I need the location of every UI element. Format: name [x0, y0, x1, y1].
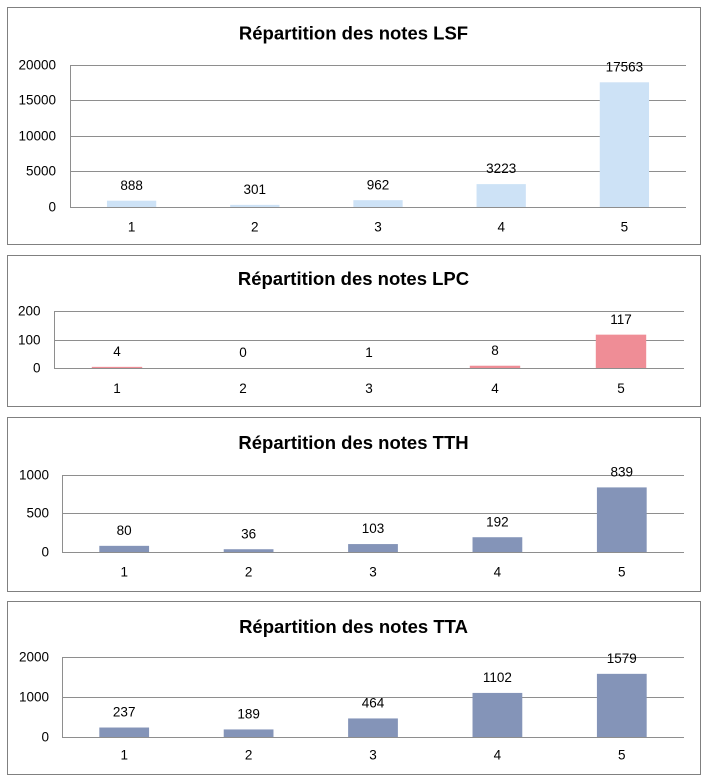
svg-text:80: 80: [117, 523, 132, 538]
svg-text:3: 3: [374, 220, 382, 235]
svg-text:1000: 1000: [19, 468, 49, 483]
svg-text:3: 3: [365, 381, 373, 396]
svg-text:0: 0: [48, 200, 56, 215]
svg-text:Répartition des notes TTH: Répartition des notes TTH: [238, 432, 468, 453]
svg-text:100: 100: [18, 333, 41, 348]
svg-text:2: 2: [251, 220, 259, 235]
svg-text:36: 36: [241, 526, 256, 541]
svg-text:1579: 1579: [607, 651, 637, 666]
svg-text:301: 301: [244, 182, 267, 197]
svg-text:0: 0: [41, 545, 49, 560]
svg-text:117: 117: [610, 312, 632, 327]
svg-text:464: 464: [362, 696, 385, 711]
svg-text:1: 1: [113, 381, 121, 396]
svg-text:500: 500: [26, 506, 49, 521]
svg-text:1: 1: [365, 345, 373, 360]
svg-text:4: 4: [113, 344, 121, 359]
svg-text:4: 4: [494, 748, 502, 763]
svg-text:2000: 2000: [19, 650, 49, 665]
svg-text:1: 1: [120, 748, 128, 763]
svg-text:0: 0: [33, 361, 41, 376]
svg-text:962: 962: [367, 177, 390, 192]
svg-text:237: 237: [113, 705, 136, 720]
svg-text:5: 5: [618, 564, 626, 579]
svg-text:1102: 1102: [483, 670, 512, 685]
svg-text:189: 189: [237, 707, 260, 722]
svg-text:Répartition des notes TTA: Répartition des notes TTA: [239, 616, 468, 637]
svg-text:8: 8: [491, 343, 499, 358]
svg-text:0: 0: [239, 345, 247, 360]
svg-text:2: 2: [245, 564, 253, 579]
svg-text:4: 4: [497, 220, 505, 235]
svg-text:0: 0: [41, 730, 49, 745]
svg-text:15000: 15000: [18, 93, 56, 108]
svg-text:17563: 17563: [606, 59, 644, 74]
svg-text:839: 839: [611, 465, 634, 480]
svg-text:103: 103: [362, 521, 385, 536]
svg-text:2: 2: [239, 381, 247, 396]
svg-text:4: 4: [494, 564, 502, 579]
svg-text:1000: 1000: [19, 690, 49, 705]
svg-text:20000: 20000: [18, 58, 56, 73]
svg-text:200: 200: [18, 304, 41, 319]
svg-text:Répartition des notes LSF: Répartition des notes LSF: [239, 23, 468, 44]
svg-text:Répartition des notes LPC: Répartition des notes LPC: [238, 268, 469, 289]
svg-text:192: 192: [486, 514, 509, 529]
svg-text:3223: 3223: [486, 161, 516, 176]
svg-text:5: 5: [618, 748, 626, 763]
svg-text:10000: 10000: [18, 129, 56, 144]
svg-text:5000: 5000: [26, 164, 56, 179]
svg-text:3: 3: [369, 748, 377, 763]
svg-text:5: 5: [617, 381, 625, 396]
svg-text:1: 1: [128, 220, 136, 235]
svg-text:3: 3: [369, 564, 377, 579]
svg-text:1: 1: [120, 564, 128, 579]
svg-text:5: 5: [621, 220, 629, 235]
svg-text:888: 888: [120, 178, 143, 193]
svg-text:4: 4: [491, 381, 499, 396]
svg-text:2: 2: [245, 748, 253, 763]
